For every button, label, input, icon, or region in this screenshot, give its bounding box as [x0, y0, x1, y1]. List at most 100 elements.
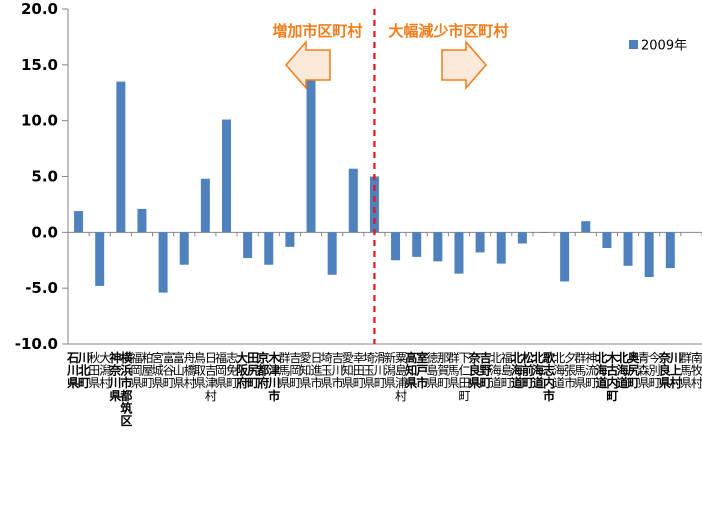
x-category-text: 北海道 [617, 350, 629, 390]
bar-18 [433, 232, 443, 262]
x-category-text: 田尻町 [247, 351, 259, 390]
bar-26 [602, 232, 612, 248]
x-category-text: 高知県 [404, 350, 417, 390]
chart-axes: 20.0 15.0 10.0 5.0 0.0 -5.0 -10.0 [15, 0, 702, 353]
x-category-text: 神奈川県 [108, 350, 122, 403]
y-tick-label: 5.0 [31, 168, 58, 186]
bar-10 [264, 232, 274, 265]
x-category-text: 吉岡町 [289, 351, 301, 390]
x-category-text: 北海道 [511, 350, 523, 390]
bar-15 [369, 176, 379, 233]
bar-24 [560, 232, 570, 282]
x-category-text: 石川県 [66, 351, 79, 390]
x-category-text: 幸田町 [353, 351, 365, 390]
y-tick-label: 15.0 [21, 56, 58, 74]
chart-bars [74, 70, 675, 293]
y-tick-label: 20.0 [21, 0, 58, 18]
bar-29 [665, 232, 675, 269]
bar-6 [179, 232, 189, 265]
x-category-text: 北海道 [532, 350, 544, 390]
legend-swatch [629, 40, 638, 49]
x-category-text: 群馬県 [680, 351, 692, 390]
x-category-text: 北海道 [595, 350, 607, 390]
bar-21 [496, 232, 506, 264]
x-category-text: 宮城県 [152, 350, 164, 390]
y-tick-label: -5.0 [25, 279, 58, 297]
increase-label: 増加市区町村 [272, 22, 362, 40]
bar-9 [243, 232, 253, 259]
x-category-text: 富山県 [173, 350, 185, 390]
x-category-text: 新潟県 [384, 350, 396, 390]
x-category-text: 吉川市 [332, 351, 344, 390]
legend-label: 2009年 [641, 39, 687, 54]
x-category-text: 松前町 [522, 350, 534, 390]
x-category-text: 群馬県 [447, 351, 459, 390]
x-category-text: 愛知県 [300, 351, 312, 390]
x-category-text: 吉野町 [480, 350, 492, 390]
x-category-text: 横浜市都筑区 [119, 350, 133, 428]
x-category-text: 夕張市 [564, 351, 576, 390]
bar-16 [391, 232, 401, 261]
x-category-text: 群馬県 [278, 351, 290, 390]
x-category-text: 福島町 [501, 350, 513, 390]
bar-11 [285, 232, 295, 247]
bar-27 [623, 232, 633, 266]
bar-7 [200, 178, 210, 233]
bar-20 [475, 232, 485, 253]
x-category-text: 北海道 [553, 351, 565, 390]
x-category-text: 川北町 [77, 351, 90, 390]
x-category-text: 志免町 [226, 351, 238, 390]
chart-annotations: 増加市区町村 大幅減少市区町村 [272, 9, 508, 344]
bar-23 [539, 232, 548, 233]
x-category-text: 福岡県 [130, 350, 142, 390]
left-arrow-icon [285, 39, 331, 91]
bar-17 [412, 232, 422, 257]
chart-legend: 2009年 [629, 39, 687, 54]
decrease-label: 大幅減少市区町村 [388, 22, 508, 40]
bar-5 [158, 232, 168, 293]
x-category-text: 今別町 [649, 350, 661, 390]
bar-1 [74, 211, 84, 233]
bar-2 [95, 232, 105, 286]
x-category-text: 室戸市 [416, 350, 428, 390]
x-category-text: 大潟村 [99, 351, 111, 390]
bar-8 [222, 119, 231, 233]
x-category-text: 埼玉県 [363, 351, 375, 390]
x-category-text: 埼玉県 [321, 351, 333, 390]
x-category-text: 日進市 [311, 351, 323, 390]
x-category-text: 福岡県 [215, 350, 227, 390]
x-category-text: 木津川市 [267, 350, 281, 403]
x-category-text: 歌志内市 [543, 350, 556, 403]
x-category-text: 舟橋村 [184, 351, 196, 390]
bar-28 [644, 232, 654, 277]
x-category-text: 滑川町 [374, 351, 386, 390]
x-category-text: 日吉津村 [205, 351, 217, 403]
y-tick-label: 10.0 [21, 112, 58, 130]
x-category-text: 木古内町 [605, 350, 619, 403]
x-category-text: 奈良県 [468, 350, 482, 390]
x-category-text: 下仁田町 [458, 351, 470, 403]
